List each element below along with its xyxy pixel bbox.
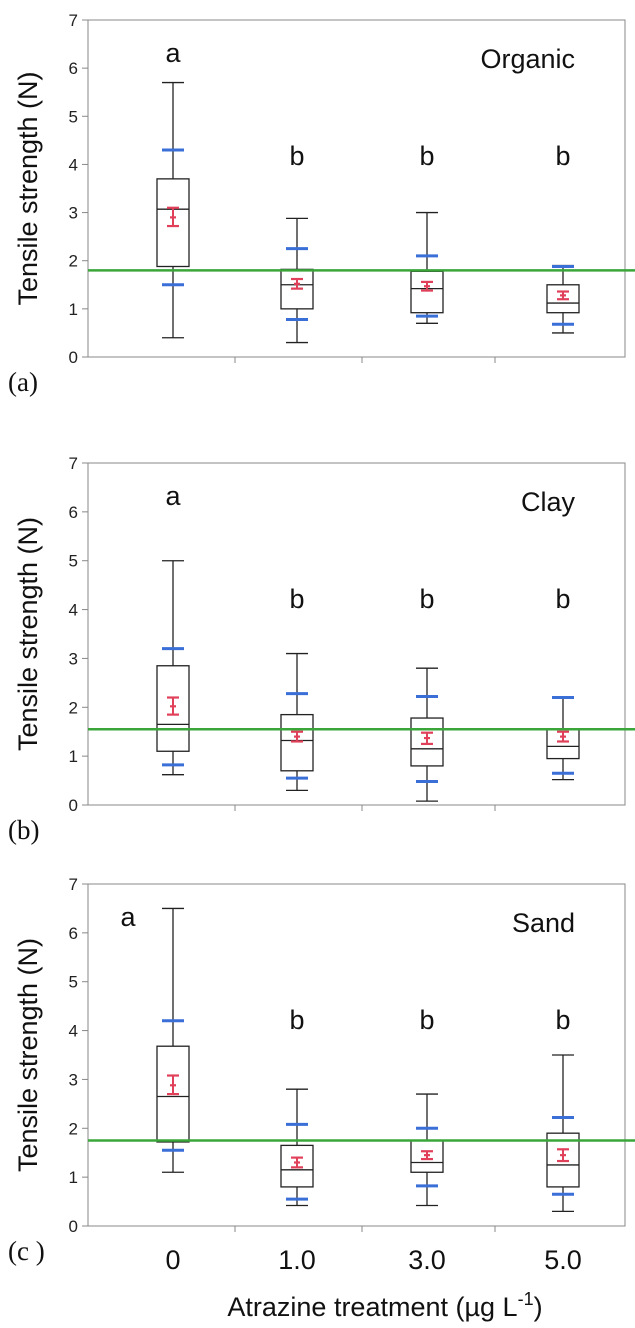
x-category-label: 0 — [165, 1245, 180, 1275]
y-tick-label: 6 — [69, 924, 78, 943]
x-category-label: 5.0 — [544, 1245, 582, 1275]
box-group: b — [546, 584, 580, 781]
y-tick-label: 4 — [69, 601, 78, 620]
panel-2: 0 1 2 3 4 5 6 7 Tensile strength (N) Clay (b) a b b b — [8, 454, 635, 845]
significance-letter: b — [555, 1005, 570, 1035]
iqr-box — [410, 717, 444, 767]
y-tick-label: 7 — [69, 11, 78, 30]
box-group: a — [156, 481, 190, 776]
significance-letter: b — [289, 141, 304, 171]
iqr-box — [546, 1132, 580, 1188]
plot-frame — [87, 462, 626, 806]
box-group: b — [410, 141, 444, 324]
box-group: b — [546, 141, 580, 334]
box-group: b — [280, 141, 314, 344]
box-group: b — [410, 1005, 444, 1207]
x-axis-label-end: ) — [534, 1292, 543, 1322]
y-tick-label: 6 — [69, 59, 78, 78]
y-axis-label: Tensile strength (N) — [13, 938, 43, 1172]
iqr-box — [156, 1045, 190, 1143]
panel-3: 0 1 2 3 4 5 6 7 Tensile strength (N) Sand (c ) a b b b… — [8, 875, 635, 1322]
plot-frame — [87, 19, 626, 358]
significance-letter: b — [419, 584, 434, 614]
y-tick-label: 6 — [69, 503, 78, 522]
panel-label: (a) — [8, 367, 38, 397]
y-tick-label: 7 — [69, 875, 78, 894]
y-axis-label: Tensile strength (N) — [13, 71, 43, 305]
y-tick-label: 3 — [69, 204, 78, 223]
significance-letter: a — [165, 481, 181, 511]
panel-label: (b) — [8, 815, 39, 845]
panel-title: Organic — [480, 44, 575, 74]
significance-letter: b — [419, 141, 434, 171]
x-axis-label: Atrazine treatment (µg L-1) — [227, 1289, 542, 1322]
y-tick-label: 5 — [69, 973, 78, 992]
y-tick-label: 2 — [69, 1119, 78, 1138]
box-group: a — [120, 902, 190, 1173]
y-tick-label: 3 — [69, 1070, 78, 1089]
plot-frame — [87, 883, 626, 1227]
iqr-box — [410, 270, 444, 314]
panel-1: 0 1 2 3 4 5 6 7 Tensile strength (N) Organic (a) a b… — [8, 11, 635, 397]
y-tick-label: 0 — [69, 1217, 78, 1236]
significance-letter: a — [120, 902, 136, 932]
y-tick-label: 4 — [69, 155, 78, 174]
y-tick-label: 0 — [69, 796, 78, 815]
significance-letter: b — [289, 584, 304, 614]
y-tick-label: 2 — [69, 698, 78, 717]
panel-title: Sand — [512, 908, 575, 938]
y-tick-label: 4 — [69, 1022, 78, 1041]
y-axis-label: Tensile strength (N) — [13, 517, 43, 751]
y-tick-label: 1 — [69, 300, 78, 319]
iqr-box — [156, 665, 190, 752]
y-tick-label: 2 — [69, 252, 78, 271]
box-group: b — [280, 584, 314, 791]
box-group: b — [546, 1005, 580, 1212]
y-tick-label: 5 — [69, 552, 78, 571]
x-category-label: 1.0 — [278, 1245, 316, 1275]
significance-letter: b — [555, 141, 570, 171]
box-group: b — [280, 1005, 314, 1207]
y-tick-label: 5 — [69, 107, 78, 126]
significance-letter: b — [555, 584, 570, 614]
iqr-box — [546, 284, 580, 314]
box-group: b — [410, 584, 444, 802]
x-category-label: 3.0 — [408, 1245, 446, 1275]
y-tick-label: 7 — [69, 454, 78, 473]
panel-label: (c ) — [8, 1236, 45, 1266]
iqr-box — [156, 178, 190, 268]
significance-letter: b — [419, 1005, 434, 1035]
x-axis-label-text: Atrazine treatment (µg L — [227, 1292, 517, 1322]
y-tick-label: 3 — [69, 649, 78, 668]
x-axis-label-superscript: -1 — [518, 1289, 534, 1309]
significance-letter: a — [165, 38, 181, 68]
iqr-box — [280, 1144, 314, 1188]
iqr-box — [280, 713, 314, 772]
y-tick-label: 0 — [69, 348, 78, 367]
box-group: a — [156, 38, 190, 339]
panel-title: Clay — [521, 487, 576, 517]
y-tick-label: 1 — [69, 1168, 78, 1187]
significance-letter: b — [289, 1005, 304, 1035]
y-tick-label: 1 — [69, 747, 78, 766]
